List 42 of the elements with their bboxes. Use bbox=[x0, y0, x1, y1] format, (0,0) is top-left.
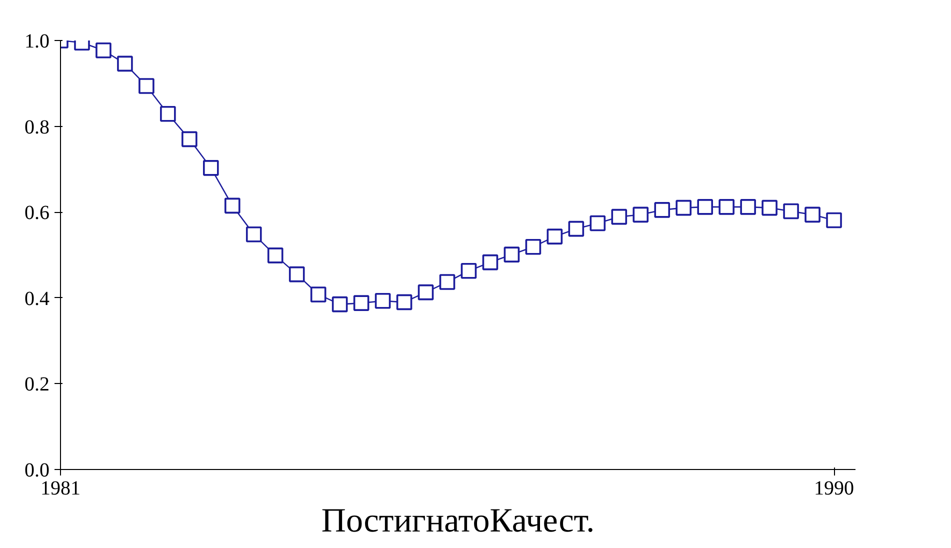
point bbox=[460, 262, 477, 279]
point bbox=[632, 206, 649, 223]
point bbox=[332, 296, 348, 312]
point bbox=[138, 78, 154, 94]
point bbox=[439, 274, 456, 290]
point bbox=[568, 220, 584, 237]
point bbox=[590, 215, 606, 232]
point bbox=[611, 208, 628, 225]
point bbox=[396, 294, 412, 310]
point bbox=[525, 238, 542, 255]
y-tick-label: 0.4 bbox=[24, 288, 50, 310]
point bbox=[546, 228, 563, 244]
point bbox=[267, 248, 284, 264]
point bbox=[676, 200, 692, 216]
point bbox=[804, 206, 820, 223]
point bbox=[288, 266, 305, 282]
point bbox=[418, 284, 434, 300]
point bbox=[718, 199, 734, 215]
point bbox=[96, 42, 112, 58]
y-tick-label: 1.0 bbox=[24, 30, 50, 52]
point bbox=[203, 160, 219, 176]
point bbox=[353, 295, 370, 311]
y-tick-label: 0.6 bbox=[24, 202, 50, 224]
point bbox=[374, 293, 391, 309]
point bbox=[740, 199, 756, 215]
point bbox=[482, 254, 498, 270]
y-tick-label: 0.8 bbox=[24, 116, 50, 138]
point bbox=[160, 106, 176, 122]
point bbox=[783, 203, 799, 220]
point bbox=[762, 200, 778, 216]
point bbox=[224, 198, 240, 214]
x-tick-label: 1990 bbox=[814, 478, 854, 500]
point bbox=[182, 131, 198, 148]
point bbox=[310, 286, 326, 302]
x-axis-title: ПостигнатоКачест. bbox=[321, 502, 595, 540]
y-tick-label: 0.2 bbox=[24, 374, 50, 396]
point bbox=[117, 56, 133, 72]
point bbox=[697, 199, 713, 215]
point bbox=[654, 202, 670, 218]
point bbox=[504, 246, 520, 262]
point bbox=[246, 226, 262, 242]
point bbox=[826, 212, 842, 228]
